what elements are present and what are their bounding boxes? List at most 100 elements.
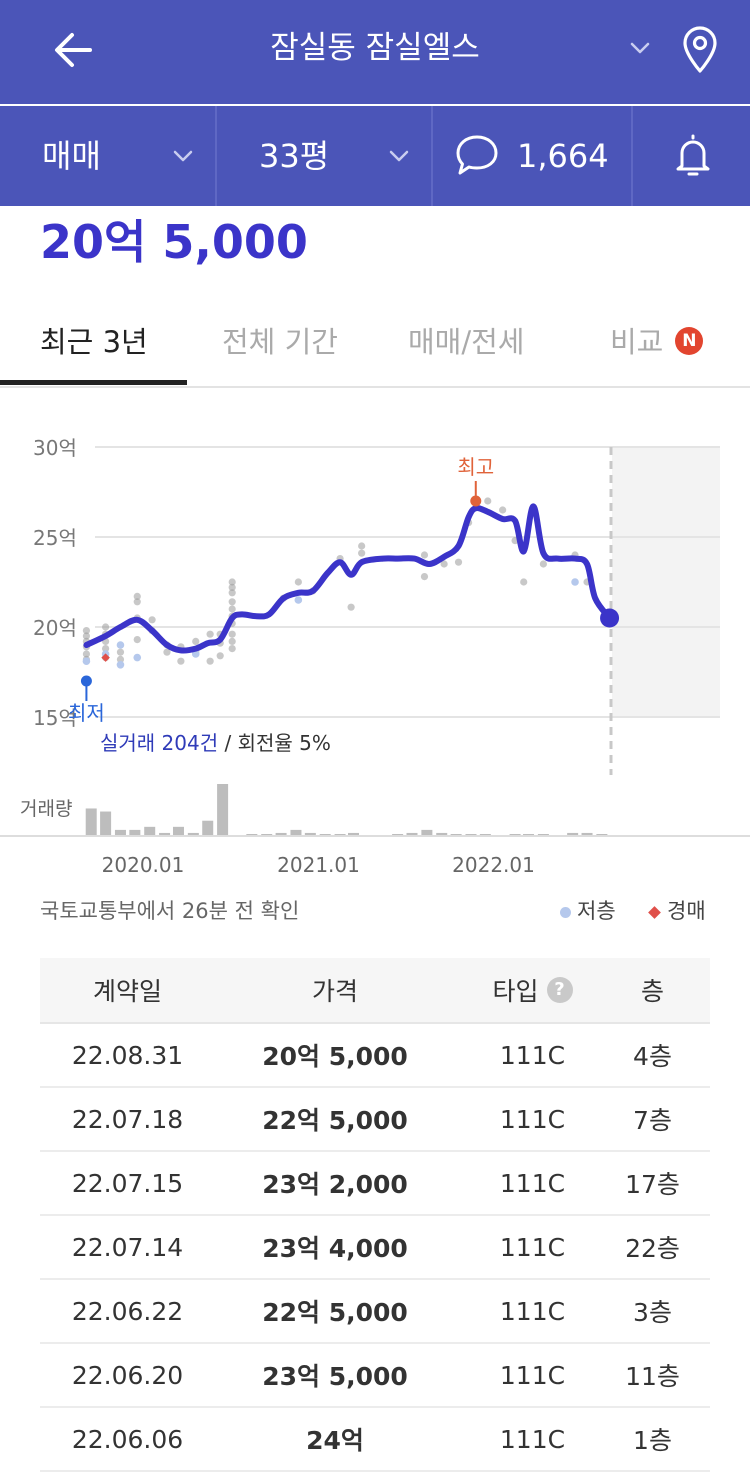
- transaction-point: [101, 623, 110, 631]
- row-type: 111C: [499, 1104, 566, 1134]
- transaction-point: [420, 551, 429, 559]
- chevron-down-icon[interactable]: [628, 36, 652, 60]
- transaction-point: [228, 589, 236, 597]
- transaction-point: [148, 616, 156, 624]
- table-row[interactable]: 22.06.20 23억 5,000 111C 11층: [40, 1344, 710, 1408]
- arrow-left-icon[interactable]: [50, 26, 98, 74]
- row-type: 111C: [499, 1040, 566, 1070]
- turnover-rate: / 회전율 5%: [218, 731, 331, 755]
- page-title[interactable]: 잠실동 잠실엘스: [270, 30, 480, 66]
- tab-compare[interactable]: 비교 N: [610, 322, 704, 362]
- comment-count: 1,664: [517, 137, 609, 175]
- table-row[interactable]: 22.06.06 24억 111C 1층: [40, 1408, 710, 1472]
- area-dropdown[interactable]: 33평: [217, 106, 433, 206]
- volume-bar: [159, 832, 171, 836]
- transaction-point: [228, 630, 236, 638]
- transaction-point: [116, 655, 125, 664]
- table-row[interactable]: 22.08.31 20억 5,000 111C 4층: [40, 1024, 710, 1088]
- row-type: 111C: [499, 1168, 566, 1198]
- tab-sale-jeonse[interactable]: 매매/전세: [408, 325, 525, 359]
- x-tick-label: 2021.01: [277, 853, 360, 877]
- row-price: 20억 5,000: [262, 1042, 408, 1071]
- low-floor-point: [294, 596, 303, 604]
- legend-auction-label: 경매: [667, 899, 706, 923]
- row-date: 22.06.20: [71, 1360, 184, 1390]
- volume-bar: [567, 832, 579, 836]
- active-tab-indicator: [0, 380, 187, 385]
- volume-bar: [436, 832, 448, 836]
- transaction-point: [192, 637, 200, 646]
- header-floor: 층: [640, 977, 664, 1006]
- header-type: 타입?: [460, 958, 605, 1022]
- period-tabs: 최근 3년 전체 기간 매매/전세 비교 N: [0, 300, 750, 388]
- high-marker: [470, 495, 482, 507]
- table-header: 계약일 가격 타입? 층: [40, 958, 710, 1024]
- transaction-point: [228, 645, 236, 653]
- tab-recent-3-years[interactable]: 최근 3년: [40, 325, 148, 359]
- row-floor: 17층: [625, 1170, 680, 1199]
- y-tick-label: 15억: [33, 706, 77, 730]
- transaction-point: [440, 560, 448, 568]
- y-tick-label: 20억: [33, 616, 77, 640]
- tab-all-period[interactable]: 전체 기간: [222, 325, 338, 359]
- latest-point: [600, 608, 620, 628]
- alert-button[interactable]: [633, 106, 750, 206]
- chevron-down-icon: [389, 150, 409, 162]
- top-bar: 잠실동 잠실엘스: [0, 0, 750, 104]
- legend-low-floor: 저층: [560, 896, 616, 926]
- trade-type-dropdown[interactable]: 매매: [0, 106, 217, 206]
- row-price: 23억 4,000: [262, 1234, 408, 1263]
- legend-low-floor-label: 저층: [577, 899, 616, 923]
- volume-bar: [290, 829, 302, 836]
- row-type: 111C: [499, 1424, 566, 1454]
- volume-bar: [406, 832, 418, 836]
- data-source-text: 국토교통부에서 26분 전 확인: [40, 899, 300, 923]
- volume-bar: [100, 811, 112, 836]
- transactions-table: 계약일 가격 타입? 층 22.08.31 20억 5,000 111C 4층 22.0…: [40, 958, 710, 1472]
- volume-bar: [581, 832, 593, 836]
- high-label: 최고: [457, 455, 494, 479]
- transaction-summary: 실거래 204건 / 회전율 5%: [100, 731, 331, 755]
- table-row[interactable]: 22.06.22 22억 5,000 111C 3층: [40, 1280, 710, 1344]
- comments-button[interactable]: 1,664: [433, 106, 633, 206]
- transaction-point: [294, 578, 302, 586]
- bell-icon: [676, 134, 710, 176]
- row-date: 22.07.18: [71, 1104, 184, 1134]
- transaction-point: [177, 657, 185, 665]
- transaction-point: [116, 648, 125, 656]
- row-date: 22.07.14: [71, 1232, 184, 1262]
- volume-bar: [348, 832, 360, 836]
- transaction-point: [358, 542, 366, 550]
- row-price: 22억 5,000: [262, 1298, 408, 1327]
- row-price: 24억: [306, 1426, 364, 1455]
- low-floor-point: [116, 641, 125, 649]
- transaction-point: [228, 583, 236, 592]
- volume-bar: [85, 808, 97, 836]
- row-date: 22.07.15: [71, 1168, 184, 1198]
- transaction-point: [228, 605, 236, 613]
- transaction-point: [216, 652, 224, 660]
- row-type: 111C: [499, 1232, 566, 1262]
- map-pin-icon[interactable]: [680, 24, 720, 74]
- volume-bar: [187, 832, 199, 836]
- speech-bubble-icon: [456, 135, 498, 175]
- row-price: 23억 5,000: [262, 1362, 408, 1391]
- header-type-label: 타입: [492, 977, 539, 1006]
- transaction-point: [163, 648, 171, 656]
- transaction-point: [520, 578, 528, 586]
- transaction-point: [358, 549, 366, 557]
- row-type: 111C: [499, 1296, 566, 1326]
- low-floor-point: [571, 578, 579, 586]
- low-marker: [80, 675, 92, 687]
- table-row[interactable]: 22.07.14 23억 4,000 111C 22층: [40, 1216, 710, 1280]
- table-row[interactable]: 22.07.18 22억 5,000 111C 7층: [40, 1088, 710, 1152]
- transaction-point: [206, 657, 214, 665]
- question-mark-icon[interactable]: ?: [546, 977, 573, 1003]
- table-row[interactable]: 22.07.15 23억 2,000 111C 17층: [40, 1152, 710, 1216]
- volume-bar: [172, 826, 184, 836]
- transaction-point: [101, 645, 110, 653]
- legend-auction: 경매: [648, 896, 706, 926]
- row-floor: 1층: [633, 1426, 672, 1455]
- volume-label: 거래량: [20, 798, 72, 820]
